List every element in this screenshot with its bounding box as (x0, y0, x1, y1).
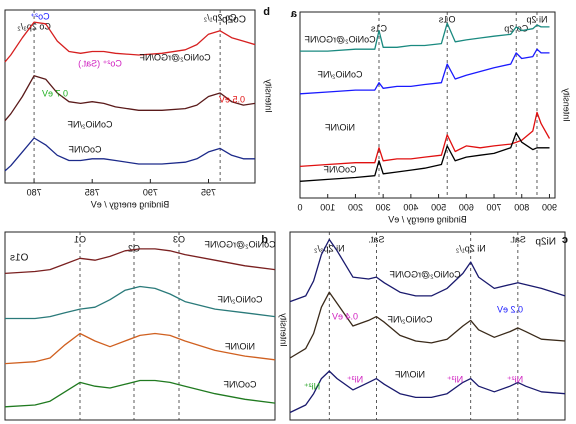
panel-label: a (290, 8, 297, 20)
reference-label: Co 2p₃/₂ (17, 21, 51, 31)
note: Ni³⁺ (447, 374, 463, 384)
spectrum-line (5, 285, 276, 320)
series-label: CoNiO₂@rGO/NF (204, 239, 276, 249)
spectrum-line (289, 238, 566, 303)
reference-label: Co 2p₁/₂ (203, 12, 237, 22)
reference-label: Sat. (368, 234, 384, 244)
spectrum-line (4, 75, 256, 122)
plot-frame (4, 231, 276, 421)
x-tick-label: 800 (514, 202, 529, 212)
x-tick-label: 600 (459, 202, 474, 212)
reference-label: C1s (370, 23, 387, 33)
note: 0.2 eV (497, 304, 523, 314)
spectrum-line (4, 137, 255, 172)
reference-label: Sat. (510, 234, 526, 244)
panel-title: Co2p (222, 15, 246, 26)
y-axis-label: Intensity (562, 88, 572, 122)
panel-title: O1s (10, 253, 28, 264)
y-axis-label: Intensity (264, 79, 274, 113)
x-tick-label: 300 (376, 202, 391, 212)
series-label: NiO/NF (395, 369, 425, 379)
spectrum-line (299, 48, 550, 95)
x-tick-label: 200 (348, 202, 363, 212)
series-label: CoNiO₂/NF (317, 69, 362, 79)
reference-label: Co 2p (504, 23, 528, 33)
x-axis-label: Binding energy / eV (91, 199, 170, 209)
plot-frame (4, 9, 256, 184)
panel-label: b (263, 6, 270, 18)
reference-label: Ni 2p₃/₂ (313, 243, 344, 253)
x-tick-label: 900 (542, 202, 557, 212)
note: 0.5 eV (219, 94, 245, 104)
x-tick-label: 0 (297, 202, 302, 212)
spectrum-line (4, 248, 276, 275)
x-tick-label: 500 (431, 202, 446, 212)
spectrum-line (289, 291, 566, 359)
spectrum-line (299, 111, 551, 168)
x-axis-label: Binding energy / eV (388, 214, 467, 224)
reference-label: O1 (74, 234, 86, 244)
y-axis-label: Intensity (279, 313, 289, 347)
x-tick-label: 780 (27, 187, 42, 197)
x-tick-label: 790 (143, 187, 158, 197)
series-label: CoNiO₂/NF (217, 294, 262, 304)
note: 0.4 eV (332, 311, 358, 321)
series-label: CoO/NF (68, 144, 102, 154)
series-label: CoNiO₂@rGO/NF (389, 269, 461, 279)
series-label: CoNiO₂/NF (67, 119, 112, 129)
series-label: CoNiO₂@rGO/NF (139, 52, 211, 62)
spectrum-line (4, 21, 256, 63)
spectrum-line (300, 22, 550, 52)
panel-label: c (562, 234, 568, 246)
x-tick-label: 795 (201, 187, 216, 197)
series-label: NiO/NF (325, 122, 355, 132)
note: Co²⁺ (30, 11, 50, 21)
note: Ni²⁺ (507, 374, 523, 384)
x-tick-label: 100 (320, 202, 335, 212)
spectrum-line (299, 132, 550, 182)
reference-label: Ni 2p (526, 14, 547, 24)
series-label: NiO/NF (225, 341, 255, 351)
series-label: CoO/NF (223, 379, 257, 389)
series-label: CoNiO₂@rGO/NF (304, 34, 376, 44)
plot-frame (299, 11, 556, 199)
spectrum-line (4, 379, 276, 408)
note: Ni²⁺ (304, 381, 320, 391)
x-tick-label: 700 (487, 202, 502, 212)
x-tick-label: 400 (403, 202, 418, 212)
reference-label: O1s (438, 14, 455, 24)
note: Ni³⁺ (347, 374, 363, 384)
series-label: CoNiO₂/NF (387, 314, 432, 324)
reference-label: O3 (173, 234, 185, 244)
spectrum-line (4, 332, 276, 365)
plot-frame (289, 231, 566, 421)
series-label: CoO/NF (323, 164, 357, 174)
reference-label: Ni 2p₁/₂ (455, 243, 486, 253)
panel-title: Ni2p (535, 237, 556, 248)
note: Co²⁺ (Sat.) (78, 58, 122, 68)
reference-label: O2 (128, 243, 140, 253)
note: 0.7 eV (42, 88, 68, 98)
panel-label: d (261, 234, 268, 246)
x-tick-label: 785 (85, 187, 100, 197)
spectrum-line (289, 370, 566, 414)
